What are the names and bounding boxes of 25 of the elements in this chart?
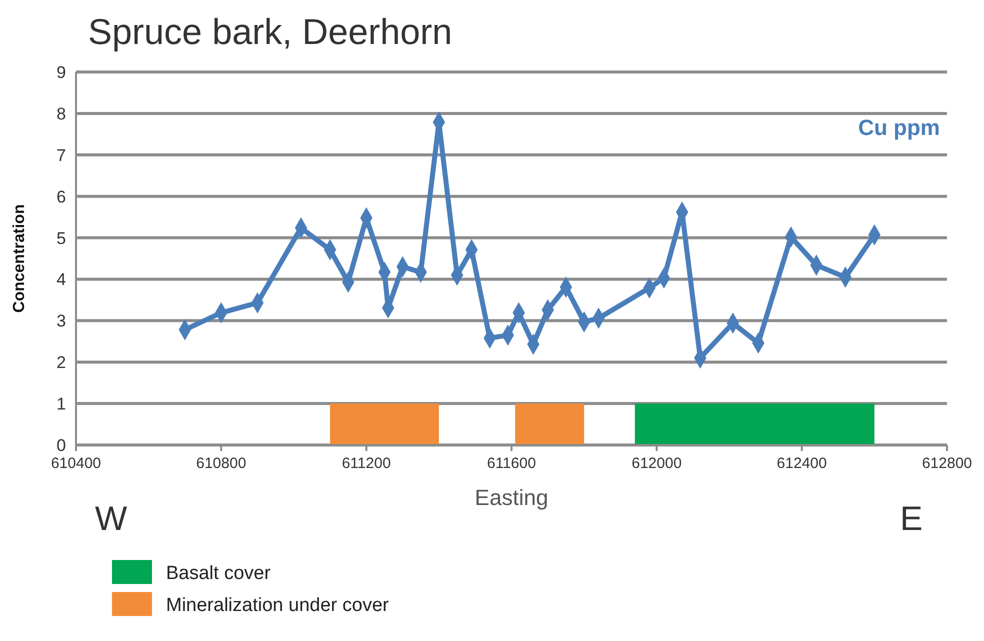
text: E [900, 500, 923, 538]
x-tick-label: 610800 [196, 455, 246, 472]
y-tick-label: 2 [56, 353, 66, 372]
x-axis-title: Easting [474, 485, 548, 510]
legend-label: Basalt cover [166, 563, 272, 584]
x-tick-label: 611200 [342, 455, 391, 472]
y-tick-label: 4 [56, 270, 66, 290]
text: Cu ppm [858, 115, 940, 140]
y-tick-label: 1 [56, 394, 66, 414]
x-tick-label: 610400 [50, 455, 102, 472]
y-tick-label: 6 [56, 187, 66, 206]
y-tick-label: 3 [56, 312, 66, 331]
y-tick-label: 9 [56, 63, 66, 82]
text: W [95, 500, 128, 538]
y-axis-title: Concentration [11, 204, 28, 313]
x-tick-label: 612000 [632, 455, 682, 472]
x-tick-label: 612800 [922, 455, 972, 472]
y-tick-label: 7 [56, 146, 66, 165]
y-tick-label: 8 [56, 104, 66, 124]
legend-label: Mineralization under cover [166, 595, 390, 616]
y-tick-label: 0 [56, 436, 66, 455]
chart-title: Spruce bark, Deerhorn [88, 11, 452, 52]
x-tick-label: 612400 [776, 455, 827, 472]
x-tick-label: 611600 [487, 455, 536, 472]
y-tick-label: 5 [56, 228, 66, 248]
